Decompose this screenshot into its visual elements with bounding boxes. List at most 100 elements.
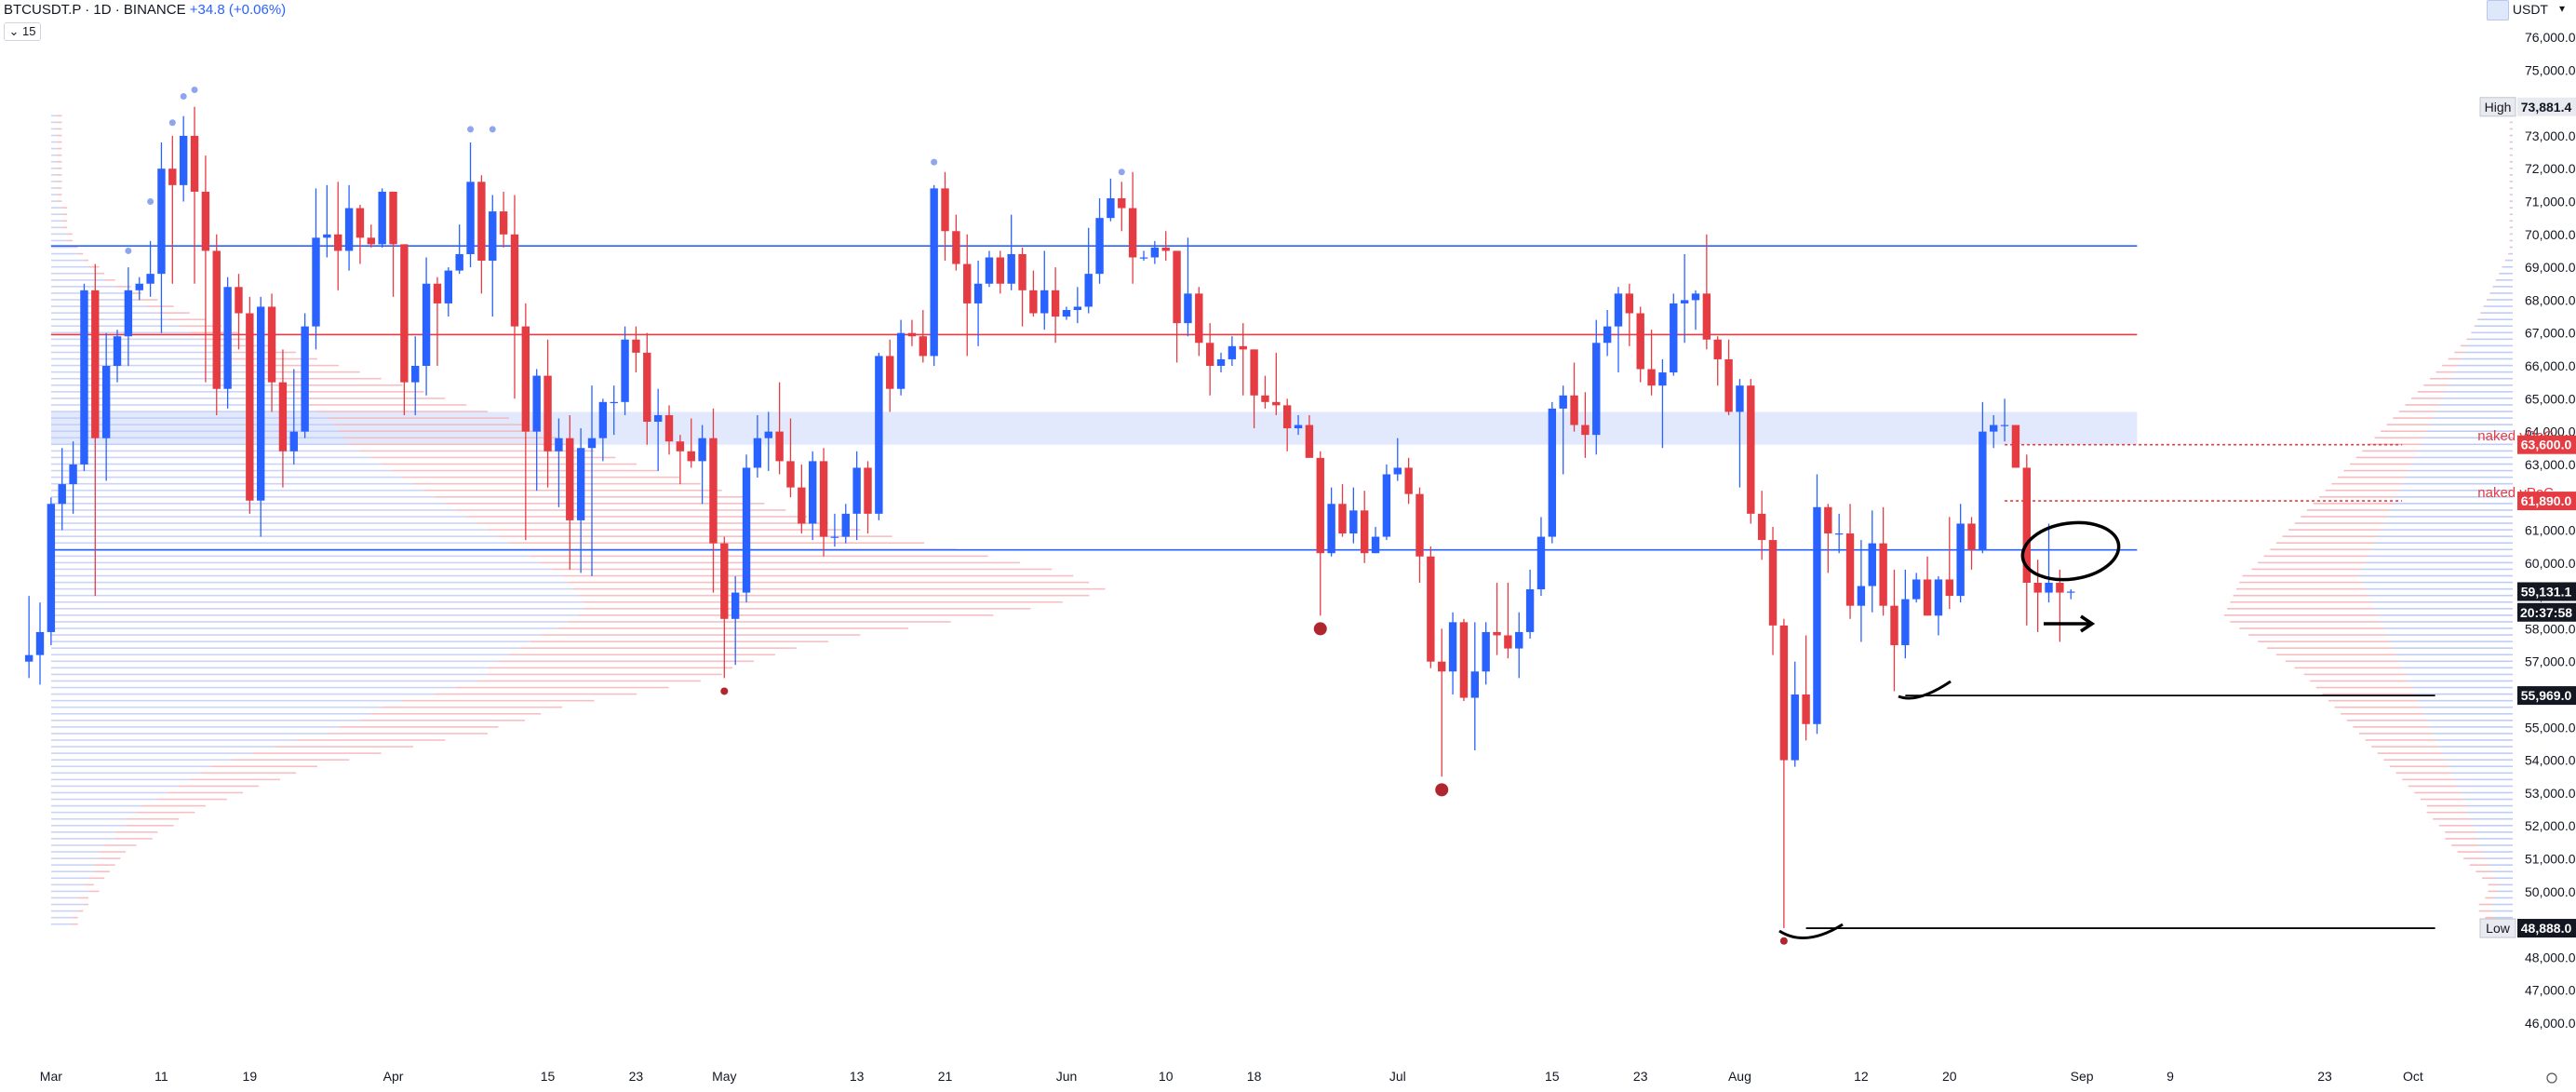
volume-profile-bar-buy: [51, 115, 57, 117]
volume-profile-bar-buy: [51, 207, 62, 209]
volume-profile-bar-sell: [488, 667, 733, 669]
volume-profile-bar-buy: [51, 785, 180, 788]
volume-profile-right-sell: [2509, 168, 2512, 169]
volume-profile-bar-sell: [56, 168, 62, 169]
volume-profile-right-sell: [2454, 351, 2464, 354]
volume-profile-bar-sell: [77, 897, 89, 899]
volume-profile-right-buy: [2423, 712, 2513, 715]
arrow-head-icon: [2080, 614, 2096, 633]
currency-selector[interactable]: USDT: [2512, 2, 2548, 17]
candle-body: [1559, 395, 1567, 409]
candle-body: [1857, 586, 1866, 606]
candle-body: [1603, 326, 1612, 344]
volume-profile-right-buy: [2485, 857, 2513, 859]
volume-profile-right-sell: [2485, 916, 2495, 919]
candle-body: [422, 283, 431, 366]
chevron-down-icon[interactable]: ▾: [2558, 2, 2565, 15]
volume-profile-bar-sell: [126, 292, 142, 294]
volume-profile-bar-sell: [56, 147, 62, 150]
volume-profile-right-buy: [2368, 594, 2513, 597]
volume-profile-right-buy: [2488, 864, 2513, 866]
volume-profile-right-buy: [2460, 357, 2513, 360]
volume-profile-bar-buy: [51, 759, 233, 761]
volume-profile-bar-sell: [61, 213, 68, 216]
chart-settings-icon[interactable]: [2487, 0, 2509, 20]
volume-profile-right-buy: [2494, 877, 2513, 880]
candle-body: [852, 467, 861, 514]
y-tick-label: 57,000.0: [2525, 654, 2576, 669]
volume-profile-right-buy: [2475, 831, 2513, 833]
volume-profile-right-buy: [2511, 239, 2513, 242]
y-tick-label: 60,000.0: [2525, 556, 2576, 571]
interval-selector[interactable]: ⌄ 15: [4, 22, 41, 41]
candle-body: [1382, 474, 1391, 537]
volume-profile-right-sell: [2263, 555, 2368, 558]
volume-profile-bar-buy: [51, 726, 339, 728]
volume-profile-right-sell: [2395, 772, 2451, 775]
volume-profile-bar-buy: [51, 778, 190, 781]
volume-profile-bar-buy: [51, 482, 413, 485]
volume-profile-bar-buy: [51, 286, 115, 288]
volume-profile-right-sell: [2509, 194, 2512, 195]
volume-profile-right-buy: [2365, 587, 2513, 590]
volume-profile-right-buy: [2395, 654, 2513, 656]
volume-profile-bar-sell: [253, 752, 382, 754]
candle-body: [676, 441, 685, 452]
volume-profile-bar-buy: [51, 292, 127, 294]
volume-profile-bar-buy: [51, 443, 350, 446]
volume-profile-bar-sell: [72, 923, 78, 925]
volume-profile-bar-buy: [51, 463, 382, 465]
volume-profile-right-buy: [2445, 759, 2513, 761]
candle-body: [919, 336, 927, 357]
x-tick-label: Jul: [1389, 1069, 1406, 1084]
candle-body: [598, 401, 608, 438]
volume-profile-bar-buy: [51, 804, 142, 807]
highlight-zone: [50, 411, 2138, 445]
volume-profile-right-sell: [2421, 798, 2464, 801]
volume-profile-right-sell: [2374, 437, 2424, 439]
volume-profile-right-buy: [2497, 883, 2513, 886]
volume-profile-right-sell: [2236, 587, 2366, 590]
volume-profile-bar-buy: [51, 686, 456, 689]
candle-body: [367, 237, 375, 245]
volume-profile-bar-sell: [56, 141, 62, 143]
x-tick-label: Sep: [2071, 1069, 2094, 1084]
volume-profile-bar-sell: [88, 877, 105, 880]
volume-profile-bar-sell: [56, 160, 62, 163]
candle-body: [653, 414, 663, 423]
symbol-label[interactable]: BTCUSDT.P · 1D · BINANCE: [4, 2, 186, 18]
volume-profile-right-buy: [2511, 154, 2513, 156]
volume-profile-bar-buy: [51, 581, 568, 584]
y-tick-label: 46,000.0: [2525, 1016, 2576, 1031]
volume-profile-right-sell: [2383, 759, 2446, 761]
candle-body: [2067, 591, 2075, 593]
candle-body: [1713, 339, 1722, 359]
candle-body: [1040, 290, 1049, 314]
y-tick-label: 53,000.0: [2525, 786, 2576, 801]
candle-body: [2011, 425, 2020, 468]
volume-profile-bar-buy: [51, 870, 94, 873]
y-tick-label: 73,000.0: [2525, 128, 2576, 143]
candle-body: [1239, 345, 1247, 350]
volume-profile-bar-sell: [61, 207, 68, 209]
volume-profile-right-buy: [2451, 377, 2513, 380]
candle-body: [819, 461, 828, 537]
volume-profile-bar-sell: [83, 903, 89, 906]
volume-profile-right-sell: [2310, 680, 2408, 682]
candle-body: [2033, 582, 2042, 593]
volume-profile-bar-sell: [359, 720, 526, 721]
volume-profile-bar-buy: [51, 739, 297, 741]
volume-profile-bar-buy: [51, 450, 360, 452]
symbol-header[interactable]: BTCUSDT.P · 1D · BINANCE +34.8 (+0.06%): [4, 2, 286, 18]
x-tick-label: Aug: [1728, 1069, 1751, 1084]
volume-profile-right-buy: [2503, 265, 2513, 268]
candle-body: [952, 231, 960, 264]
volume-profile-bar-buy: [51, 634, 542, 636]
volume-profile-bar-sell: [498, 660, 755, 663]
candle-body: [1338, 504, 1347, 534]
volume-profile-right-buy: [2414, 456, 2513, 459]
volume-profile-right-buy: [2466, 811, 2513, 814]
volume-profile-bar-buy: [51, 811, 137, 814]
